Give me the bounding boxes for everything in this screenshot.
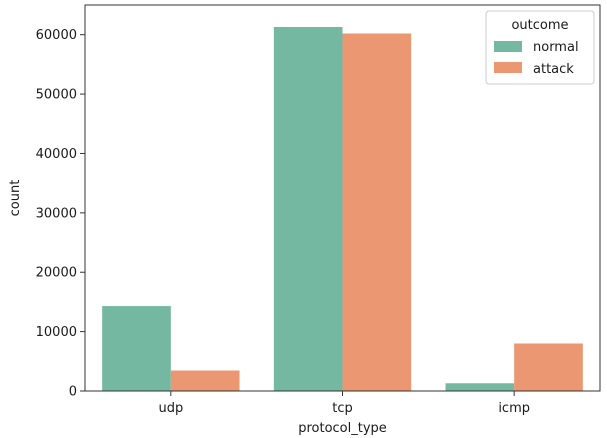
x-axis-label: protocol_type (298, 421, 387, 436)
x-tick-label-udp: udp (158, 401, 183, 416)
y-tick-label-60000: 60000 (36, 28, 77, 43)
bar-icmp-attack (514, 343, 583, 391)
legend-label-attack: attack (533, 62, 574, 77)
bar-icmp-normal (445, 383, 515, 391)
legend: outcome normal attack (485, 10, 595, 85)
legend-label-normal: normal (533, 40, 579, 55)
legend-swatch-normal (494, 41, 522, 52)
bar-tcp-attack (342, 33, 412, 391)
y-tick-label-10000: 10000 (36, 325, 77, 340)
x-tick-label-icmp: icmp (498, 401, 530, 416)
y-tick-label-40000: 40000 (36, 147, 77, 162)
x-tick-label-tcp: tcp (332, 401, 353, 416)
bar-udp-normal (102, 306, 171, 391)
y-axis-ticks: 0 10000 20000 30000 40000 50000 60000 (36, 28, 85, 400)
y-tick-label-50000: 50000 (36, 88, 77, 103)
legend-swatch-attack (494, 62, 522, 73)
bars-group (102, 26, 583, 391)
y-tick-label-30000: 30000 (36, 206, 77, 221)
bar-udp-attack (170, 370, 240, 391)
y-tick-label-20000: 20000 (36, 266, 77, 281)
y-tick-label-0: 0 (69, 385, 77, 400)
y-axis-label: count (8, 180, 23, 217)
plot-frame (84, 4, 601, 392)
legend-title: outcome (511, 18, 568, 33)
bar-tcp-normal (273, 26, 343, 391)
x-axis-ticks: udp tcp icmp (158, 391, 530, 416)
